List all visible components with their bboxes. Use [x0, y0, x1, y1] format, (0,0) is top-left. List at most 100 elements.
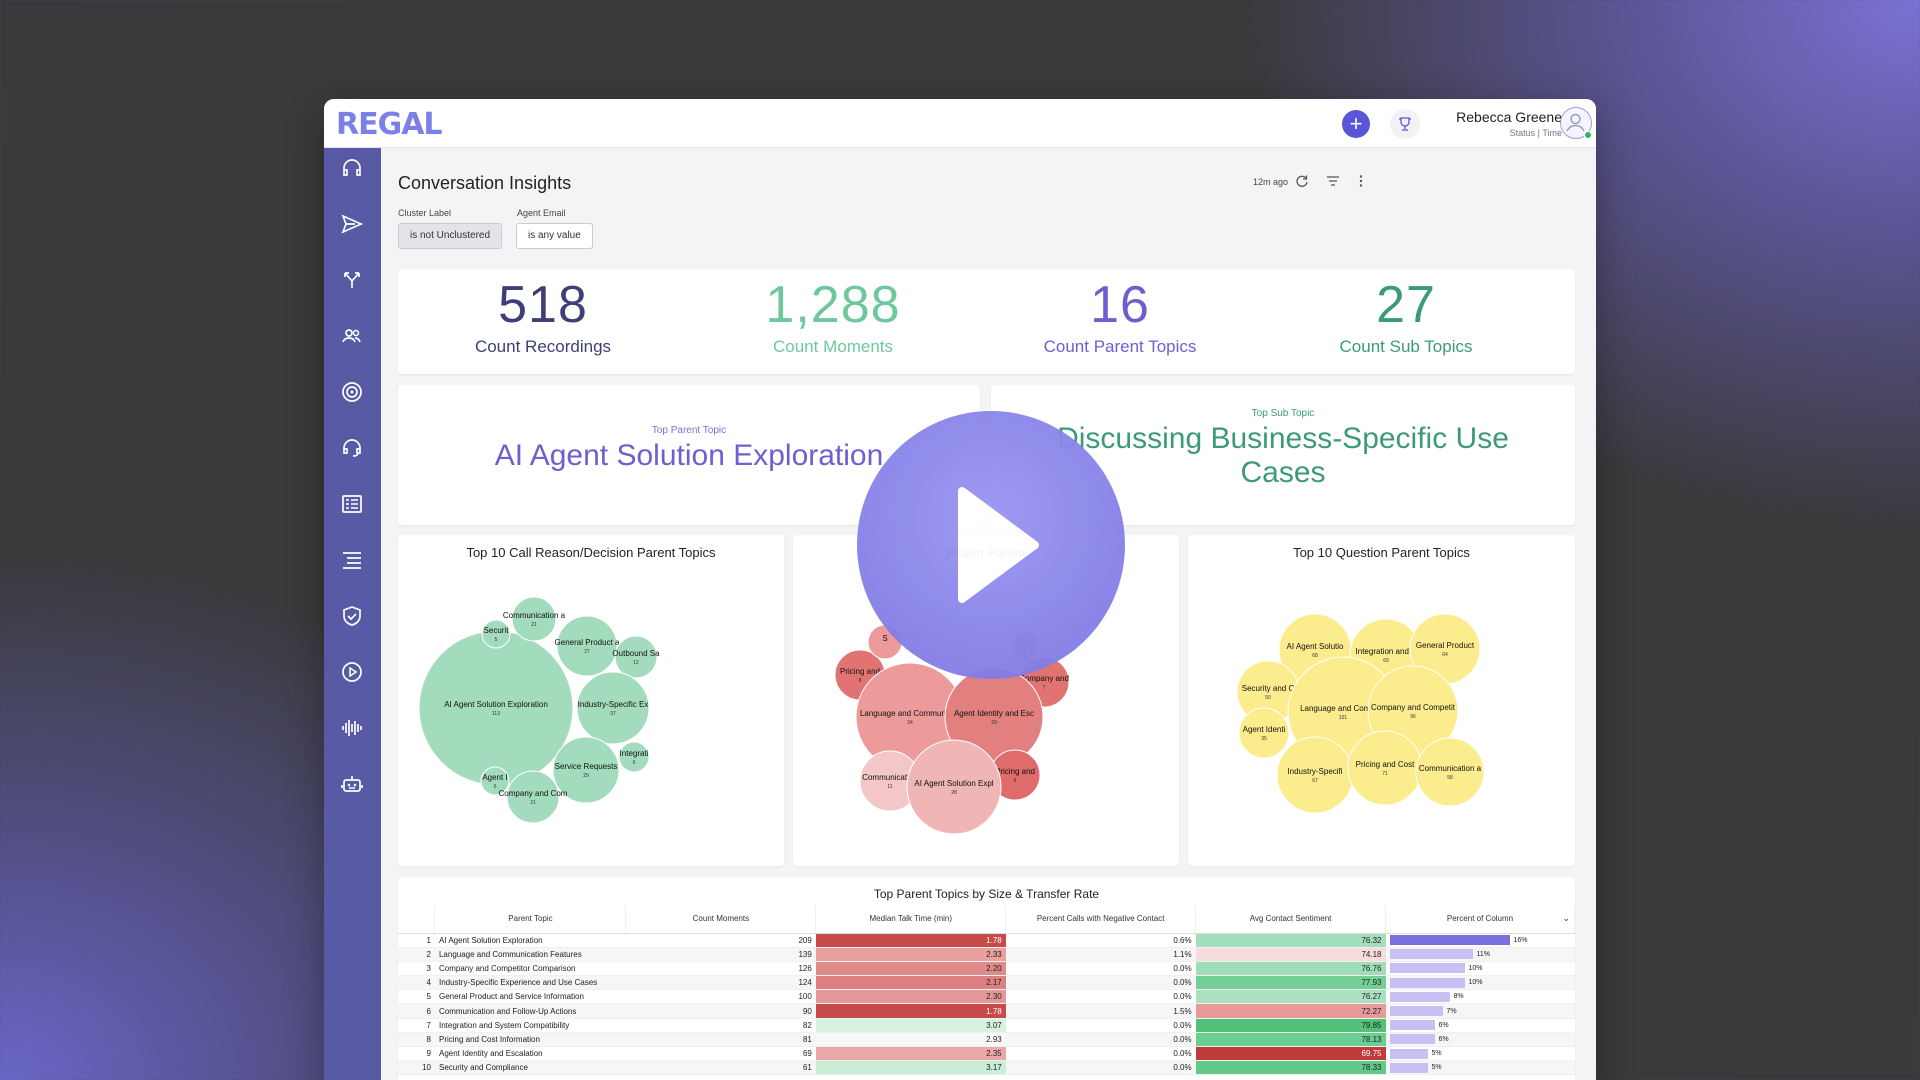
table-row[interactable]: 9 Agent Identity and Escalation 69 2.35 0.0%… [398, 1046, 1575, 1062]
cell-percent-of-column: 5% [1385, 1046, 1575, 1062]
bubble-value: 34 [907, 720, 913, 726]
filter-agent-email[interactable]: is any value [516, 223, 593, 249]
cell-percent-of-column: 5% [1385, 1060, 1575, 1076]
send-icon[interactable] [340, 212, 364, 236]
table-row[interactable]: 10 Security and Compliance 61 3.17 0.0% 78.33… [398, 1060, 1575, 1076]
bubble-outbound-sa[interactable]: Outbound Sa 12 [612, 635, 660, 679]
bubble-agent-i[interactable]: Agent I 5 [480, 766, 510, 796]
table-row[interactable]: 1 AI Agent Solution Exploration 209 1.78 0.6… [398, 933, 1575, 948]
bubble-label: Company and Com [499, 789, 568, 798]
user-name: Rebecca Greene [1456, 109, 1562, 125]
bubble-circle[interactable] [556, 615, 618, 677]
call-reason-bubble-chart: Top 10 Call Reason/Decision Parent Topic… [398, 535, 784, 866]
table-row[interactable]: 4 Industry-Specific Experience and Use Ca… [398, 975, 1575, 991]
percent-label: 6% [1438, 1021, 1449, 1029]
dashboard-icon[interactable] [340, 492, 364, 516]
cell-parent-topic: Pricing and Cost Information [434, 1032, 626, 1048]
more-options-icon[interactable] [1353, 173, 1369, 189]
bubble-ai-agent-solution-expl[interactable]: AI Agent Solution Expl 28 [906, 739, 1002, 835]
kpi-count-parent-topics: 16 Count Parent Topics [975, 269, 1265, 357]
bubble-securit[interactable]: Securit 5 [481, 619, 511, 649]
top-sub-caption: Top Sub Topic [1251, 408, 1315, 419]
bubble-general-product[interactable]: General Product 64 [1409, 613, 1481, 685]
bubble-circle[interactable] [481, 619, 511, 649]
cell-parent-topic: Communication and Follow-Up Actions [434, 1003, 626, 1019]
play-circle-icon[interactable] [340, 660, 364, 684]
bubble-circle[interactable] [576, 671, 650, 745]
headset-icon[interactable] [340, 156, 364, 180]
filter-cluster-label[interactable]: is not Unclustered [398, 223, 503, 249]
target-icon[interactable] [340, 380, 364, 404]
percent-label: 5% [1431, 1050, 1442, 1058]
users-icon[interactable] [340, 324, 364, 348]
bubble-label: Service Requests [555, 762, 618, 771]
bubble-circle[interactable] [1415, 737, 1485, 807]
bubble-circle[interactable] [618, 741, 650, 773]
column-header[interactable]: Count Moments [625, 905, 817, 934]
column-header[interactable]: Percent of Column ⌄ [1385, 905, 1575, 934]
table-row[interactable]: 8 Pricing and Cost Information 81 2.93 0.0% 7… [398, 1032, 1575, 1048]
cell-median-talk-time: 2.93 [815, 1032, 1006, 1048]
bubble-communication-a[interactable]: Communication a 58 [1415, 737, 1485, 807]
trophy-button[interactable] [1390, 109, 1420, 139]
avatar[interactable] [1560, 107, 1592, 139]
refresh-icon[interactable] [1294, 173, 1310, 189]
bubble-circle[interactable] [511, 596, 557, 642]
bubble-circle[interactable] [906, 739, 1002, 835]
bubble-value: 35 [1261, 736, 1267, 742]
column-header[interactable]: Avg Contact Sentiment [1195, 905, 1386, 934]
bubble-agent-identi[interactable]: Agent Identi 35 [1238, 707, 1290, 759]
bubble-industry-specific-ex[interactable]: Industry-Specific Ex 37 [576, 671, 650, 745]
column-header[interactable]: Median Talk Time (min) [815, 905, 1007, 934]
bubble-circle[interactable] [614, 635, 658, 679]
bubble-value: 29 [583, 773, 589, 779]
bubble-company-and-com[interactable]: Company and Com 21 [499, 770, 568, 824]
branch-icon[interactable] [340, 268, 364, 292]
chart-title: Top 10 Call Reason/Decision Parent Topic… [466, 545, 716, 560]
bubble-circle[interactable] [480, 766, 510, 796]
cell-median-talk-time: 2.35 [815, 1046, 1006, 1062]
list-icon[interactable] [340, 548, 364, 572]
top-sub-value-line1: Discussing Business-Specific Use [1057, 422, 1509, 455]
regal-logo[interactable]: REGAL [336, 107, 443, 142]
waveform-icon[interactable] [340, 716, 364, 740]
table-row[interactable]: 6 Communication and Follow-Up Actions 90 1.… [398, 1003, 1575, 1019]
play-video-button[interactable] [857, 411, 1125, 679]
column-header[interactable]: Percent Calls with Negative Contact [1005, 905, 1197, 934]
shield-icon[interactable] [340, 604, 364, 628]
table-row[interactable]: 3 Company and Competitor Comparison 126 2.2… [398, 961, 1575, 977]
bot-icon[interactable] [340, 772, 364, 796]
cell-percent-negative: 0.0% [1005, 1060, 1196, 1076]
chevron-down-icon[interactable]: ⌄ [1562, 913, 1570, 923]
bubble-integrati[interactable]: Integrati 6 [618, 741, 650, 773]
bubble-circle[interactable] [506, 770, 560, 824]
table-row[interactable]: 5 General Product and Service Information… [398, 989, 1575, 1005]
bubble-value: 58 [1447, 775, 1453, 781]
bubble-ai-agent-solution-exploration[interactable]: AI Agent Solution Exploration 113 [418, 630, 574, 786]
kpi-count-recordings: 518 Count Recordings [398, 269, 688, 357]
bubble-value: 28 [951, 790, 957, 796]
percent-bar [1389, 1062, 1428, 1073]
filter-icon[interactable] [1325, 173, 1341, 189]
cell-count-moments: 124 [625, 975, 816, 991]
bubble-industry-specifi[interactable]: Industry-Specifi 67 [1276, 736, 1354, 814]
bubble-circle[interactable] [1238, 707, 1290, 759]
table-row[interactable]: 7 Integration and System Compatibility 82 3… [398, 1018, 1575, 1033]
user-info[interactable]: Rebecca Greene Status | Time [1456, 109, 1562, 138]
percent-bar [1389, 949, 1473, 960]
bubble-circle[interactable] [552, 736, 620, 804]
cell-avg-sentiment: 69.75 [1195, 1046, 1386, 1062]
bubble-general-product-a[interactable]: General Product a 27 [555, 615, 620, 677]
add-button[interactable]: + [1342, 110, 1370, 138]
column-header[interactable]: Parent Topic [434, 905, 627, 934]
support-icon[interactable] [340, 436, 364, 460]
bubble-communication-a[interactable]: Communication a 21 [503, 596, 566, 642]
bubble-pricing-and-cost[interactable]: Pricing and Cost 71 [1347, 730, 1423, 806]
bubble-label: Company and [1019, 674, 1069, 683]
bubble-service-requests[interactable]: Service Requests 29 [552, 736, 620, 804]
bubble-label: Industry-Specifi [1287, 767, 1342, 776]
bubble-value: 37 [610, 711, 616, 717]
kpi-count-sub-topics: 27 Count Sub Topics [1261, 269, 1551, 357]
cell-percent-of-column: 7% [1385, 1003, 1575, 1019]
table-row[interactable]: 2 Language and Communication Features 139 2… [398, 947, 1575, 962]
